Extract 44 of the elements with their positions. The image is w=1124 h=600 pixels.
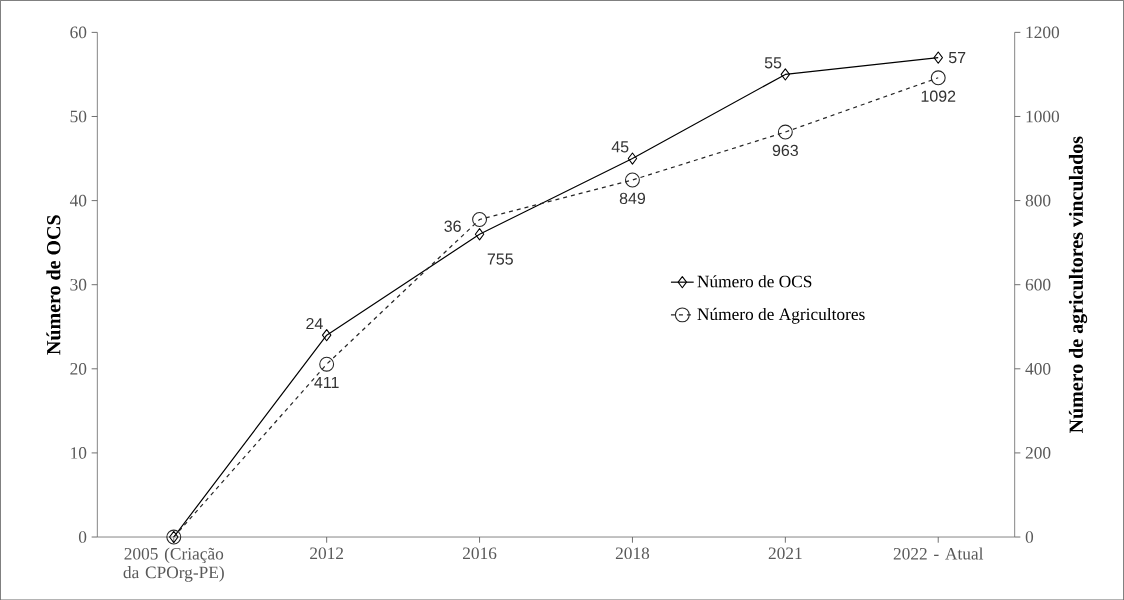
y2-tick-label: 600	[1025, 278, 1051, 291]
data-label: 55	[764, 57, 782, 69]
point	[777, 124, 793, 140]
point	[780, 68, 791, 81]
data-label: 1092	[921, 90, 956, 102]
data-label: 24	[306, 317, 323, 329]
y2-tick-label: 1000	[1026, 110, 1060, 123]
legend-label: Número de OCS	[697, 274, 812, 288]
y-tick-label: 30	[70, 278, 87, 291]
y-tick-label: 10	[71, 446, 87, 459]
point	[472, 211, 488, 227]
x-tick-label: 2018	[615, 547, 650, 559]
y2-tick-label: 1200	[1026, 26, 1060, 39]
data-label: 36	[444, 220, 461, 232]
x-tick-label: 2021	[768, 547, 802, 559]
data-label: 963	[772, 144, 798, 156]
y2-tick-label: 200	[1025, 446, 1051, 459]
point	[624, 172, 640, 188]
x-tick-label: 2016	[462, 547, 497, 559]
data-label: 755	[487, 253, 513, 265]
y2-tick-label: 800	[1025, 194, 1051, 207]
x-tick-label: 2022 - Atual	[893, 547, 984, 560]
legend-label: Número de Agricultores	[697, 307, 865, 324]
point	[627, 152, 638, 165]
y-axis-title: Número de OCS	[46, 215, 61, 355]
data-label: 45	[611, 141, 629, 153]
data-label: 57	[948, 51, 966, 63]
data-label: 849	[619, 192, 646, 204]
y-tick-label: 40	[69, 194, 87, 207]
x-tick-label: 2005 (Criação da CPOrg-PE)	[123, 547, 224, 582]
y-tick-label: 0	[78, 530, 87, 543]
y2-tick-label: 0	[1025, 530, 1034, 543]
y2-axis-title: Número de agricultores vinculados	[1068, 136, 1088, 433]
point	[933, 51, 943, 64]
y-tick-label: 50	[70, 110, 87, 123]
x-tick-label: 2012	[310, 547, 344, 559]
data-label: 411	[314, 376, 339, 388]
point	[321, 328, 332, 342]
y-tick-label: 20	[70, 362, 87, 375]
y-tick-label: 60	[70, 26, 87, 39]
point	[930, 70, 946, 86]
y2-tick-label: 400	[1025, 362, 1051, 375]
point	[319, 356, 335, 372]
point	[474, 227, 485, 241]
